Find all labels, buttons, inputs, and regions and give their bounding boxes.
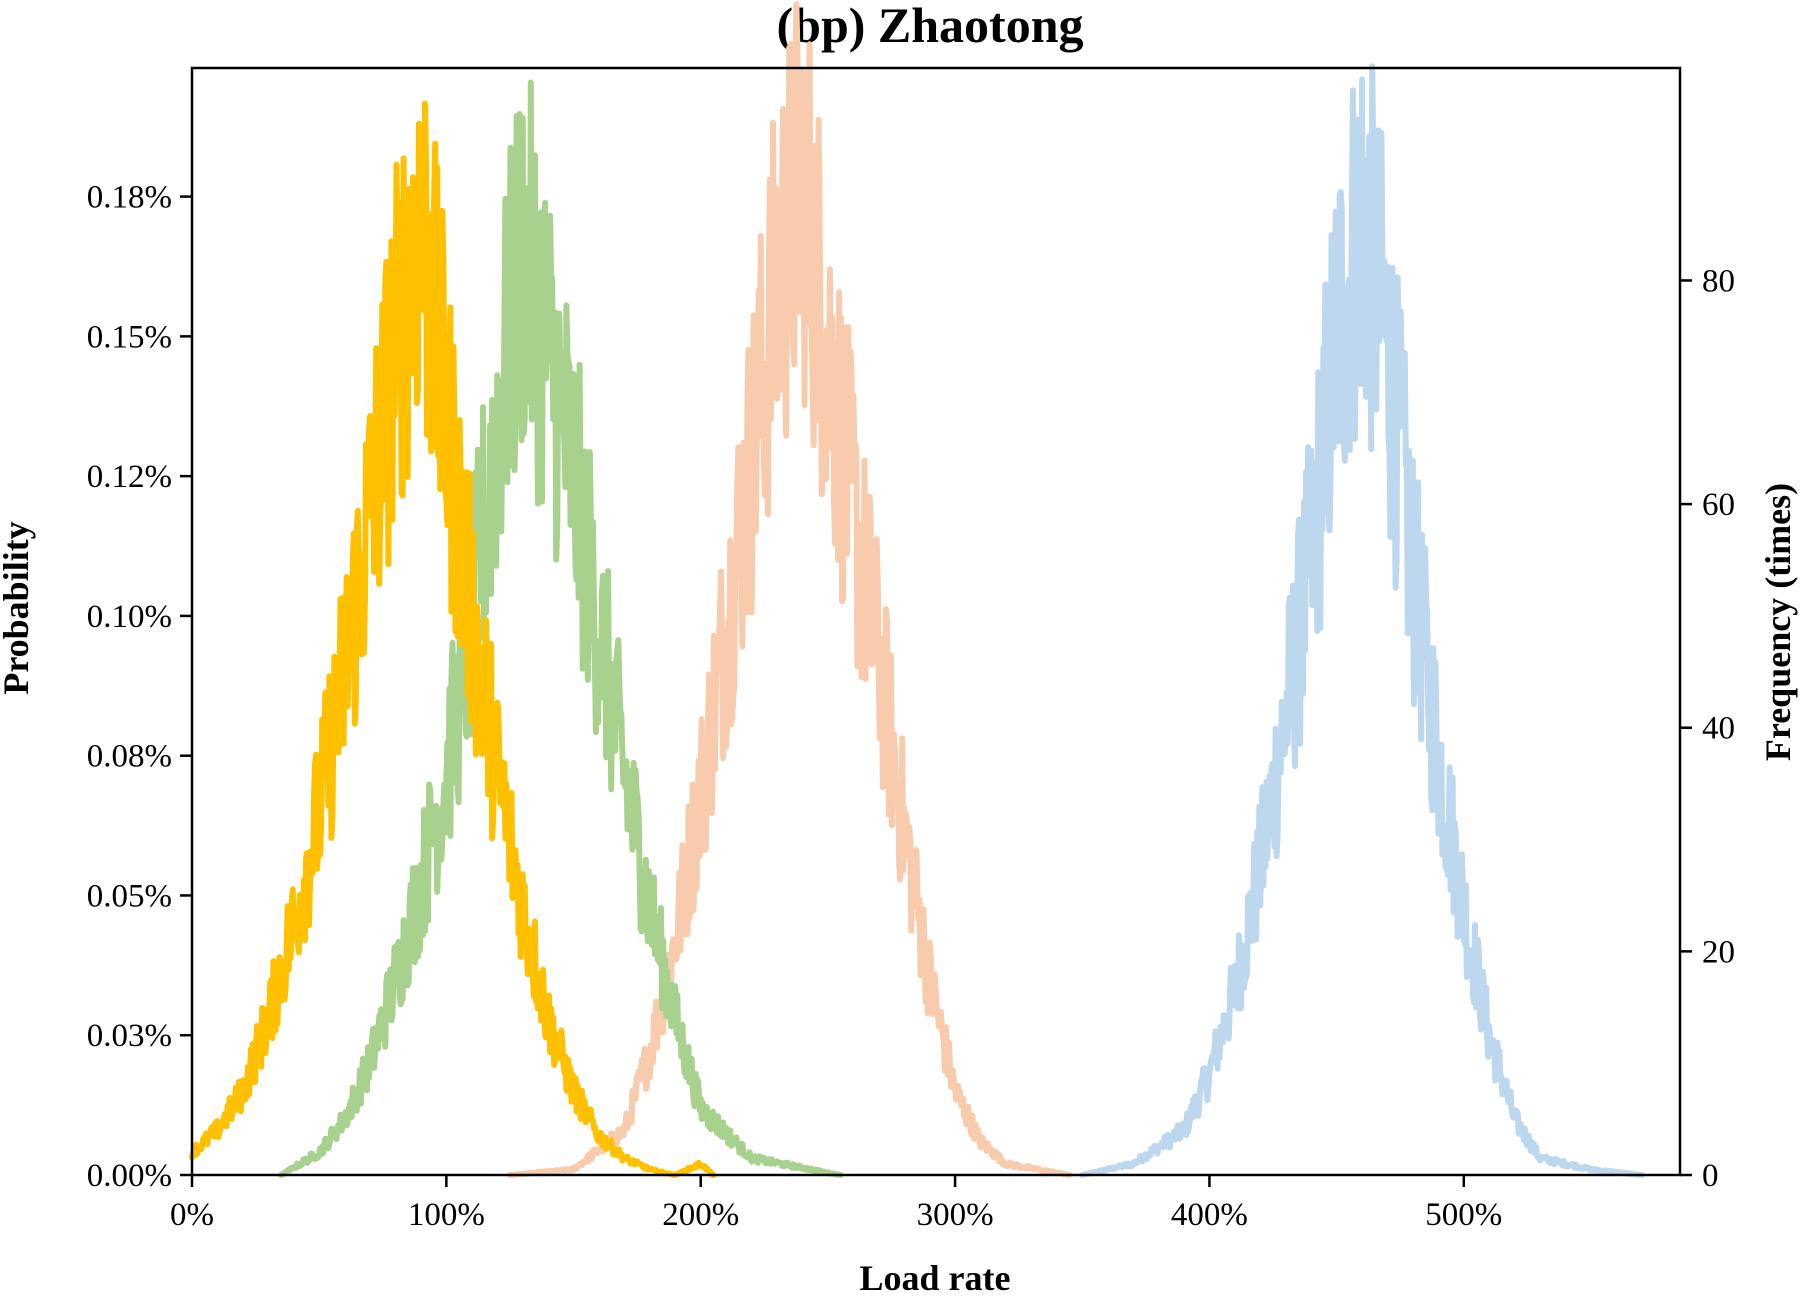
series-line-1 — [1079, 63, 1645, 1178]
y2-tick-label: 0 — [1702, 1158, 1719, 1194]
x-axis-label: Load rate — [860, 1258, 1011, 1297]
x-tick-label: 0% — [170, 1197, 214, 1233]
y2-tick-label: 60 — [1702, 487, 1735, 523]
y2-tick-label: 80 — [1702, 263, 1735, 299]
y2-axis-label: Frequency (times) — [1758, 483, 1798, 761]
y-tick-label: 0.18% — [87, 180, 172, 216]
y-tick-label: 0.03% — [87, 1018, 172, 1054]
y2-tick-label: 40 — [1702, 711, 1735, 747]
y-axis-right: 0 20 40 60 80 — [1680, 263, 1735, 1194]
series-line-2 — [506, 1, 1073, 1178]
series-line-4 — [189, 100, 717, 1178]
x-tick-label: 300% — [917, 1197, 994, 1233]
y-axis-label: Probability — [0, 521, 36, 694]
x-tick-label: 200% — [662, 1197, 739, 1233]
y2-tick-label: 20 — [1702, 934, 1735, 970]
x-axis: 0% 100% 200% 300% 400% 500% — [170, 1175, 1502, 1233]
x-tick-label: 100% — [408, 1197, 485, 1233]
series-layer — [189, 1, 1645, 1178]
x-tick-label: 400% — [1171, 1197, 1248, 1233]
y-tick-label: 0.15% — [87, 319, 172, 355]
y-tick-label: 0.12% — [87, 459, 172, 495]
chart-title: (bp) Zhaotong — [776, 0, 1083, 53]
x-tick-label: 500% — [1425, 1197, 1502, 1233]
plot-frame — [190, 66, 1682, 1177]
y-tick-label: 0.05% — [87, 878, 172, 914]
y-tick-label: 0.00% — [87, 1158, 172, 1194]
y-axis-left: 0.00% 0.03% 0.05% 0.08% 0.10% 0.12% 0.15% 0.18% — [87, 180, 192, 1194]
series-line-3 — [278, 79, 844, 1178]
y-tick-label: 0.10% — [87, 599, 172, 635]
y-tick-label: 0.08% — [87, 739, 172, 775]
